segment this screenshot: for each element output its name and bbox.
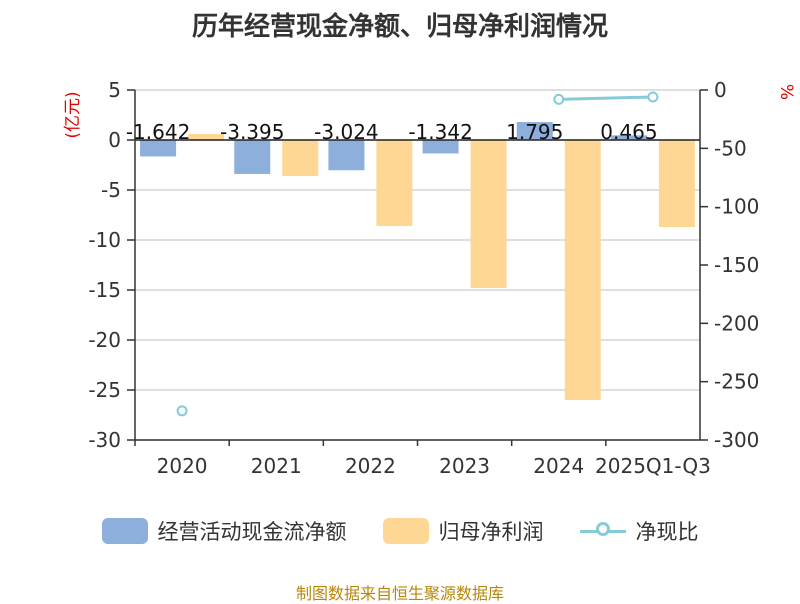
right-tick-label: -200 <box>714 311 759 335</box>
ratio-point <box>647 91 659 103</box>
bar-cash-flow <box>328 140 365 171</box>
data-label-cash-flow: -1.642 <box>126 120 190 144</box>
legend-item-net-profit[interactable]: 归母净利润 <box>382 516 544 546</box>
right-tick-label: -100 <box>714 195 759 219</box>
axes: 50-5-10-15-20-25-300-50-100-150-200-250-… <box>88 78 759 478</box>
left-axis-unit: (亿元) <box>63 91 83 138</box>
legend-label-net-profit: 归母净利润 <box>438 520 544 544</box>
legend-swatch-cash-flow <box>101 518 148 544</box>
ratio-point <box>553 93 565 105</box>
bar-net-profit <box>658 140 695 227</box>
data-label-cash-flow: 0.465 <box>600 120 657 144</box>
bars <box>140 122 695 400</box>
bar-net-profit <box>282 140 319 176</box>
left-tick-label: -30 <box>88 428 121 452</box>
x-tick-label: 2023 <box>439 454 490 478</box>
bar-cash-flow <box>422 140 459 154</box>
right-tick-label: -300 <box>714 428 759 452</box>
left-tick-label: -20 <box>88 328 121 352</box>
right-axis-unit: % <box>776 84 796 100</box>
data-label-cash-flow: -3.024 <box>314 120 378 144</box>
bar-net-profit <box>376 140 413 226</box>
left-tick-label: -10 <box>88 228 121 252</box>
right-tick-label: -150 <box>714 253 759 277</box>
legend-label-ratio: 净现比 <box>635 520 699 544</box>
left-tick-label: 5 <box>108 78 121 102</box>
data-label-cash-flow: -3.395 <box>220 120 284 144</box>
ratio-line-segment <box>558 95 653 101</box>
x-tick-label: 2024 <box>533 454 584 478</box>
bar-net-profit <box>564 140 601 400</box>
ratio-point <box>176 405 188 417</box>
bar-cash-flow <box>610 135 647 140</box>
right-tick-label: -50 <box>714 136 747 160</box>
bar-cash-flow <box>234 140 271 174</box>
bar-cash-flow <box>516 122 553 140</box>
right-tick-label: -250 <box>714 370 759 394</box>
x-tick-label: 2025Q1-Q3 <box>595 454 711 478</box>
left-tick-label: 0 <box>108 128 121 152</box>
ratio-line <box>176 91 659 417</box>
legend-swatch-ratio <box>579 518 626 544</box>
x-tick-label: 2021 <box>251 454 302 478</box>
legend-item-cash-flow[interactable]: 经营活动现金流净额 <box>101 516 347 546</box>
left-tick-label: -5 <box>101 178 121 202</box>
chart-title: 历年经营现金净额、归母净利润情况 <box>191 12 608 42</box>
data-label-cash-flow: -1.342 <box>408 120 472 144</box>
x-tick-label: 2020 <box>157 454 208 478</box>
source-note: 制图数据来自恒生聚源数据库 <box>295 584 504 603</box>
data-label-cash-flow: 1.795 <box>506 120 563 144</box>
legend: 经营活动现金流净额 归母净利润 净现比 <box>0 516 800 546</box>
bar-net-profit <box>188 134 225 140</box>
legend-swatch-net-profit <box>382 518 429 544</box>
data-labels: -1.642 -3.395 -3.024 -1.342 1.795 0.465 <box>126 120 658 144</box>
bar-cash-flow <box>140 140 177 157</box>
right-tick-label: 0 <box>714 78 727 102</box>
legend-item-ratio[interactable]: 净现比 <box>579 516 699 546</box>
left-tick-label: -15 <box>88 278 121 302</box>
bar-net-profit <box>470 140 507 288</box>
left-tick-label: -25 <box>88 378 121 402</box>
x-tick-label: 2022 <box>345 454 396 478</box>
legend-label-cash-flow: 经营活动现金流净额 <box>157 520 347 544</box>
